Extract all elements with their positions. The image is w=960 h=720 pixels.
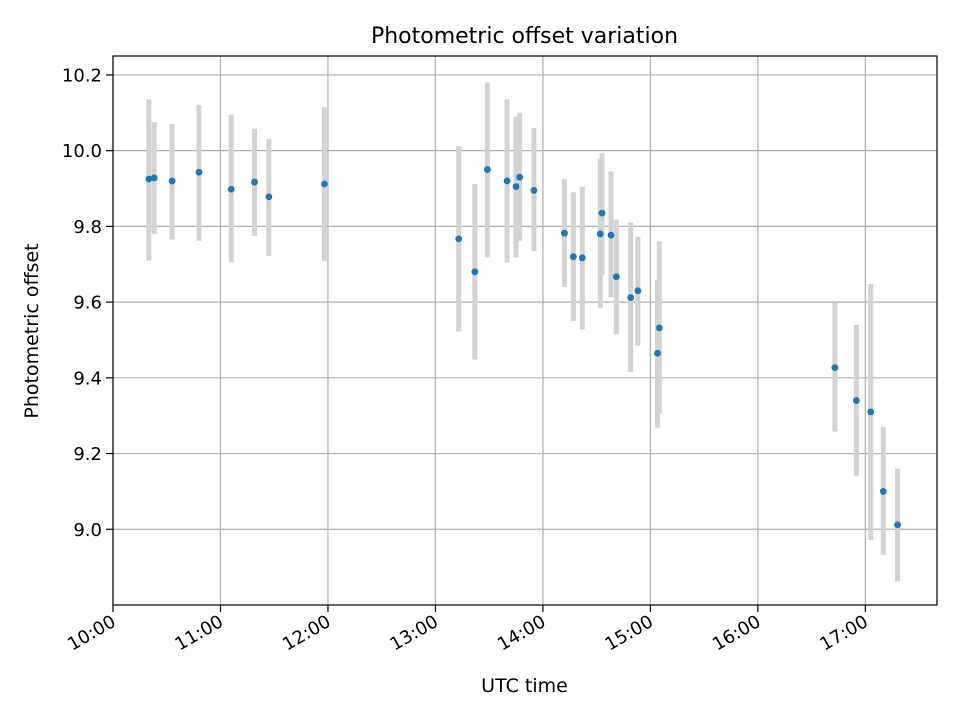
y-tick-label: 10.2: [62, 65, 102, 86]
y-axis-label: Photometric offset: [21, 243, 43, 418]
data-point: [320, 180, 328, 188]
data-point: [455, 235, 463, 243]
data-point: [654, 349, 661, 357]
x-axis-label: UTC time: [481, 675, 568, 697]
data-point: [578, 254, 586, 262]
data-points: [145, 166, 901, 529]
data-point: [627, 294, 635, 301]
data-point: [512, 183, 520, 191]
data-point: [195, 168, 203, 176]
y-tick-label: 9.6: [73, 293, 102, 314]
data-point: [569, 253, 577, 261]
data-point: [607, 231, 615, 239]
plot-frame: [112, 55, 938, 606]
data-point: [168, 177, 176, 185]
y-tick-label: 10.0: [62, 141, 102, 162]
data-point: [265, 193, 273, 201]
data-point: [831, 364, 839, 372]
data-point: [503, 177, 511, 185]
y-tick-label: 9.8: [73, 217, 102, 238]
data-point: [150, 174, 158, 182]
chart-title: Photometric offset variation: [371, 24, 678, 49]
data-point: [598, 209, 606, 217]
y-axis: 9.0 9.2 9.4 9.6 9.8 10.0 10.2: [62, 65, 113, 541]
data-point: [471, 268, 479, 276]
data-point: [879, 488, 887, 495]
data-point: [894, 521, 901, 529]
data-point: [483, 166, 491, 173]
data-point: [251, 178, 258, 186]
grid: [112, 56, 937, 605]
data-point: [516, 173, 524, 181]
data-point: [596, 230, 604, 238]
data-point: [612, 273, 620, 281]
data-point: [867, 408, 875, 416]
data-point: [227, 185, 235, 193]
y-tick-label: 9.2: [73, 444, 102, 465]
data-point: [530, 187, 538, 194]
data-point: [561, 229, 568, 237]
data-point: [145, 175, 153, 183]
data-point: [655, 324, 663, 332]
y-tick-label: 9.0: [73, 520, 102, 541]
data-point: [634, 287, 642, 295]
y-tick-label: 9.4: [73, 368, 102, 389]
data-point: [852, 397, 860, 404]
